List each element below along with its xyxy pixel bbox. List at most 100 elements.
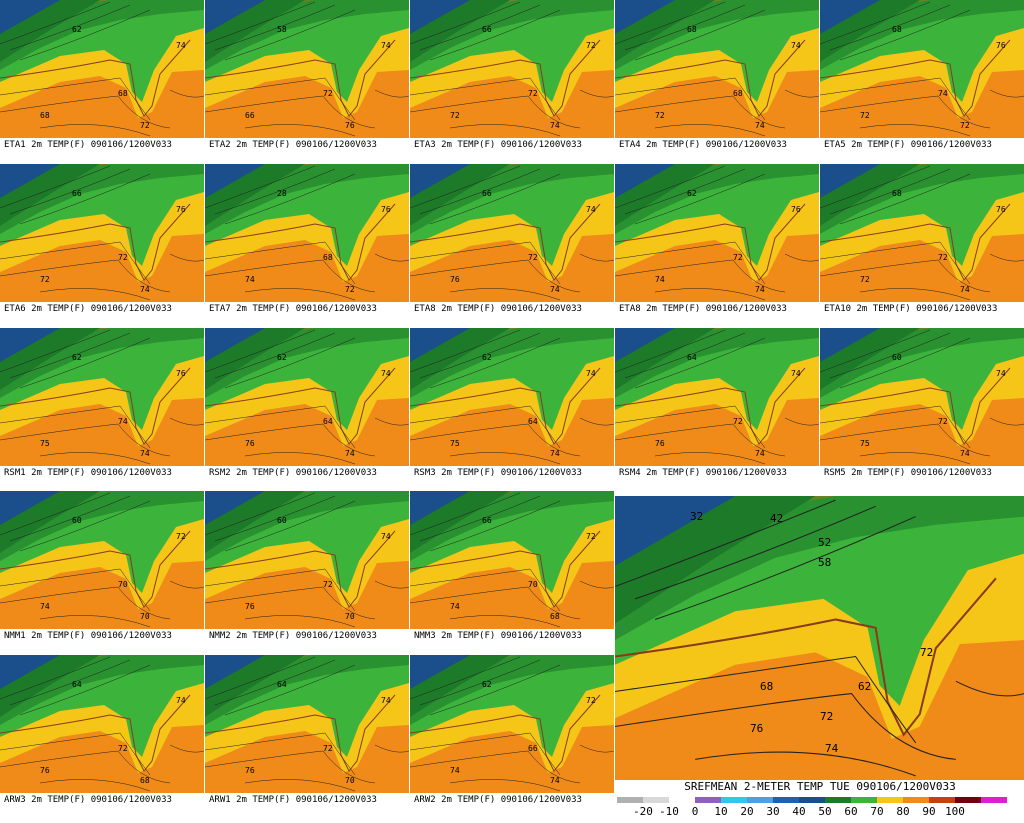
panel-map xyxy=(615,164,819,302)
panel-map xyxy=(410,491,614,629)
contour-label: 62 xyxy=(72,25,82,34)
panel-caption: ETA6 2m TEMP(F) 090106/1200V033 xyxy=(4,304,172,314)
contour-label: 74 xyxy=(550,449,560,458)
caption-strip xyxy=(410,466,614,480)
contour-label: 74 xyxy=(791,369,801,378)
contour-label: 62 xyxy=(72,353,82,362)
contour-label: 74 xyxy=(938,89,948,98)
contour-label: 70 xyxy=(118,580,128,589)
panel: ETA4 2m TEMP(F) 090106/1200V033 68 68 72 74 7… xyxy=(615,0,819,152)
contour-label: 62 xyxy=(277,353,287,362)
caption-strip xyxy=(410,138,614,152)
contour-label: 74 xyxy=(655,275,665,284)
contour-label: 72 xyxy=(528,253,538,262)
panel-caption: NMM1 2m TEMP(F) 090106/1200V033 xyxy=(4,631,172,641)
contour-label: 74 xyxy=(345,449,355,458)
legend-swatch xyxy=(799,797,825,803)
panel-map xyxy=(820,164,1024,302)
contour-label: 72 xyxy=(140,121,150,130)
caption-strip xyxy=(410,629,614,643)
legend-swatch xyxy=(851,797,877,803)
panel-caption: ARW3 2m TEMP(F) 090106/1200V033 xyxy=(4,795,172,805)
panel: ARW3 2m TEMP(F) 090106/1200V033 64 72 76 74 6… xyxy=(0,655,204,807)
contour-label: 68 xyxy=(687,25,697,34)
contour-label: 70 xyxy=(140,612,150,621)
contour-label: 72 xyxy=(345,285,355,294)
panel-map xyxy=(205,0,409,138)
contour-label: 62 xyxy=(687,189,697,198)
contour-label: 66 xyxy=(72,189,82,198)
caption-strip xyxy=(0,629,204,643)
panel: NMM3 2m TEMP(F) 090106/1200V033 66 70 74 72 6… xyxy=(410,491,614,643)
contour-label: 62 xyxy=(482,353,492,362)
contour-label: 74 xyxy=(381,41,391,50)
contour-label: 64 xyxy=(323,417,333,426)
legend-swatch xyxy=(877,797,903,803)
panel-map xyxy=(820,0,1024,138)
panel-map xyxy=(410,328,614,466)
panel-caption: ETA10 2m TEMP(F) 090106/1200V033 xyxy=(824,304,997,314)
legend-swatch xyxy=(929,797,955,803)
contour-label: 74 xyxy=(118,417,128,426)
caption-strip xyxy=(820,466,1024,480)
panel-caption: ETA7 2m TEMP(F) 090106/1200V033 xyxy=(209,304,377,314)
contour-label: 60 xyxy=(72,516,82,525)
legend-label: 20 xyxy=(740,805,753,818)
contour-label: 72 xyxy=(586,41,596,50)
panel-caption: ETA3 2m TEMP(F) 090106/1200V033 xyxy=(414,140,582,150)
contour-label: 72 xyxy=(920,646,933,659)
panel-map xyxy=(205,491,409,629)
contour-label: 74 xyxy=(381,696,391,705)
contour-label: 74 xyxy=(996,369,1006,378)
contour-label: 72 xyxy=(960,121,970,130)
panel-map xyxy=(205,655,409,793)
contour-label: 68 xyxy=(40,111,50,120)
caption-strip xyxy=(0,793,204,807)
panel: RSM1 2m TEMP(F) 090106/1200V033 62 74 75 76 7… xyxy=(0,328,204,480)
panel: RSM3 2m TEMP(F) 090106/1200V033 62 64 75 74 7… xyxy=(410,328,614,480)
contour-label: 74 xyxy=(40,602,50,611)
contour-label: 74 xyxy=(176,41,186,50)
panel: NMM2 2m TEMP(F) 090106/1200V033 60 72 76 74 7… xyxy=(205,491,409,643)
legend-label: 90 xyxy=(922,805,935,818)
contour-label: 66 xyxy=(482,189,492,198)
contour-label: 66 xyxy=(528,744,538,753)
contour-label: 74 xyxy=(791,41,801,50)
contour-label: 74 xyxy=(586,369,596,378)
contour-label: 74 xyxy=(550,776,560,785)
panel: RSM2 2m TEMP(F) 090106/1200V033 62 64 76 74 7… xyxy=(205,328,409,480)
contour-label: 74 xyxy=(381,369,391,378)
contour-label: 74 xyxy=(450,602,460,611)
panel-map xyxy=(205,164,409,302)
panel-caption: ARW2 2m TEMP(F) 090106/1200V033 xyxy=(414,795,582,805)
contour-label: 76 xyxy=(245,766,255,775)
legend-swatch xyxy=(981,797,1007,803)
legend-swatch xyxy=(747,797,773,803)
contour-label: 60 xyxy=(892,353,902,362)
legend-label: -20 xyxy=(633,805,653,818)
panel-map xyxy=(0,491,204,629)
contour-label: 72 xyxy=(586,696,596,705)
contour-label: 72 xyxy=(176,532,186,541)
panel-map xyxy=(205,328,409,466)
panel-caption: RSM3 2m TEMP(F) 090106/1200V033 xyxy=(414,468,582,478)
contour-label: 76 xyxy=(345,121,355,130)
contour-label: 74 xyxy=(825,742,839,755)
contour-label: 72 xyxy=(938,253,948,262)
contour-label: 68 xyxy=(118,89,128,98)
contour-label: 68 xyxy=(760,680,773,693)
panel-caption: ETA1 2m TEMP(F) 090106/1200V033 xyxy=(4,140,172,150)
contour-label: 72 xyxy=(655,111,665,120)
legend-label: 50 xyxy=(818,805,831,818)
contour-label: 76 xyxy=(40,766,50,775)
contour-label: 74 xyxy=(755,449,765,458)
legend-swatch xyxy=(695,797,721,803)
panel-caption: RSM2 2m TEMP(F) 090106/1200V033 xyxy=(209,468,377,478)
contour-label: 64 xyxy=(687,353,697,362)
contour-label: 42 xyxy=(770,512,783,525)
contour-label: 68 xyxy=(892,25,902,34)
mean-title: SREFMEAN 2-METER TEMP TUE 090106/1200V03… xyxy=(684,780,956,793)
contour-label: 76 xyxy=(245,602,255,611)
contour-label: 74 xyxy=(960,449,970,458)
contour-label: 66 xyxy=(482,25,492,34)
